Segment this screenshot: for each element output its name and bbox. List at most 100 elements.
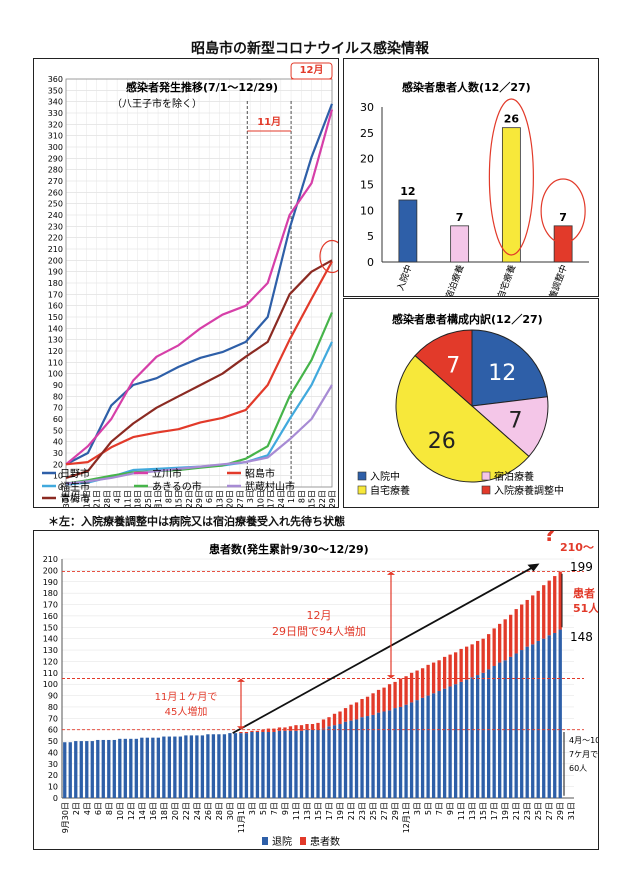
bar-discharged [343, 721, 348, 798]
nov-bracket-label: 11月 [257, 116, 281, 128]
legend-label-6: 青梅市 [60, 492, 90, 503]
y-tick-label: 20 [53, 460, 63, 469]
legend-label-0: 日野市 [60, 467, 90, 480]
bar-discharged [63, 742, 67, 798]
bar-patients [525, 599, 529, 647]
x-tick-label: 25日 [144, 490, 153, 507]
bar-discharged [96, 739, 100, 798]
x-tick-label: 31日 [567, 802, 576, 820]
x-tick-label: 29日 [328, 490, 337, 507]
y-tick-label: 180 [48, 279, 63, 288]
bar-discharged [206, 734, 210, 798]
x-tick-label: 20日 [171, 802, 180, 820]
bar-discharged [365, 716, 370, 798]
legend-label-patients: 患者数 [310, 835, 340, 848]
bar-discharged [261, 731, 265, 798]
apr-oct-3: 60人 [569, 764, 587, 773]
bar-patients [409, 672, 414, 703]
y-tick-label: 350 [48, 86, 63, 95]
bar-patients [288, 726, 293, 731]
legend-swatch-1 [481, 471, 491, 481]
x-tick-label: 21日 [512, 802, 521, 820]
bar-discharged [404, 704, 408, 798]
bar-discharged [509, 656, 513, 798]
x-tick-label: 30日 [226, 802, 235, 820]
y-tick-label: 160 [43, 612, 58, 621]
x-tick-label: 13日 [303, 802, 312, 820]
bar-chart-panel: 感染者患者人数(12／27) 0 5 10 15 20 25 30 12 入院中 7 宿泊療養 26 自宅… [343, 58, 599, 326]
legend-label-2: 自宅療養 [370, 484, 410, 497]
bar-patients [558, 571, 562, 630]
bar-discharged [332, 725, 337, 798]
bar-patients [327, 717, 331, 727]
x-tick-label: 24日 [193, 802, 202, 820]
legend-label-5: 武蔵村山市 [245, 480, 295, 493]
y-tick-label: 0 [367, 256, 374, 269]
x-tick-label: 2日 [72, 802, 81, 815]
x-tick-label: 5日 [259, 802, 268, 815]
bar-discharged [442, 688, 447, 798]
y-tick-label: 20 [48, 771, 58, 780]
bar-category-label: 宿泊療養 [443, 263, 467, 296]
x-tick-label: 11月1日 [237, 802, 246, 833]
x-tick-label: 19日 [336, 802, 345, 820]
pie-slice-3 [414, 329, 473, 408]
bar-discharged [481, 672, 485, 798]
bar-discharged [514, 653, 518, 798]
bar-patients [387, 684, 392, 711]
bar-discharged [288, 730, 293, 798]
chart-title: 感染者発生推移(7/1～12/29) [126, 80, 278, 94]
x-tick-label: 6月30日 [62, 490, 71, 507]
bar-patients [536, 590, 540, 641]
y-tick-label: 60 [48, 726, 58, 735]
apr-oct-1: 4月～10月 [569, 736, 598, 745]
x-tick-label: 28日 [215, 802, 224, 820]
bar-discharged [487, 669, 491, 798]
y-tick-label: 330 [48, 109, 63, 118]
bar-patients [420, 668, 425, 698]
bar-discharged [520, 650, 524, 798]
bar-discharged [90, 741, 94, 798]
x-tick-label: 29日 [195, 490, 204, 507]
bar-patients [305, 724, 309, 730]
pie-slice-0 [471, 329, 548, 407]
y-tick-label: 160 [48, 302, 63, 311]
page-title: 昭島市の新型コロナウイルス感染情報 [191, 41, 429, 57]
y-tick-label: 140 [48, 324, 63, 333]
bar-patients [514, 609, 518, 654]
bar-value-label: 12 [400, 185, 415, 198]
x-tick-label: 3日 [246, 490, 255, 503]
y-tick-label: 110 [43, 669, 58, 678]
bar-discharged [272, 731, 276, 798]
bar-patients [442, 656, 447, 689]
x-tick-label: 17日 [267, 490, 276, 507]
y-tick-label: 30 [360, 101, 374, 114]
bar-discharged [498, 662, 502, 798]
y-tick-label: 310 [48, 132, 63, 141]
bar-patients [498, 623, 502, 663]
bar-patients [382, 687, 386, 712]
line-chart-panel: 0 10 20 30 40 50 60 70 80 90 100 110 120 130 140 150 160… [33, 58, 371, 521]
bar-patients [531, 595, 535, 645]
bar-discharged [145, 737, 149, 798]
bar-patients [321, 719, 326, 729]
bar-discharged [217, 734, 221, 798]
x-tick-label: 4日 [83, 802, 92, 815]
bar-patients [398, 678, 403, 707]
y-tick-label: 150 [48, 313, 63, 322]
bar-discharged [244, 733, 249, 798]
series-line-2 [65, 260, 333, 466]
bar-patients [272, 728, 276, 732]
bar-discharged [376, 712, 381, 798]
bar-value-label: 7 [559, 211, 567, 224]
x-tick-label: 22日 [318, 490, 327, 507]
x-tick-label: 15日 [308, 490, 317, 507]
bar-patients [415, 670, 419, 701]
x-tick-label: 27日 [380, 802, 389, 820]
pie-slice-2 [395, 354, 530, 483]
x-tick-label: 18日 [134, 490, 143, 507]
bar-discharged [382, 711, 386, 798]
bar-discharged [228, 733, 232, 798]
y-tick-label: 190 [43, 578, 58, 587]
